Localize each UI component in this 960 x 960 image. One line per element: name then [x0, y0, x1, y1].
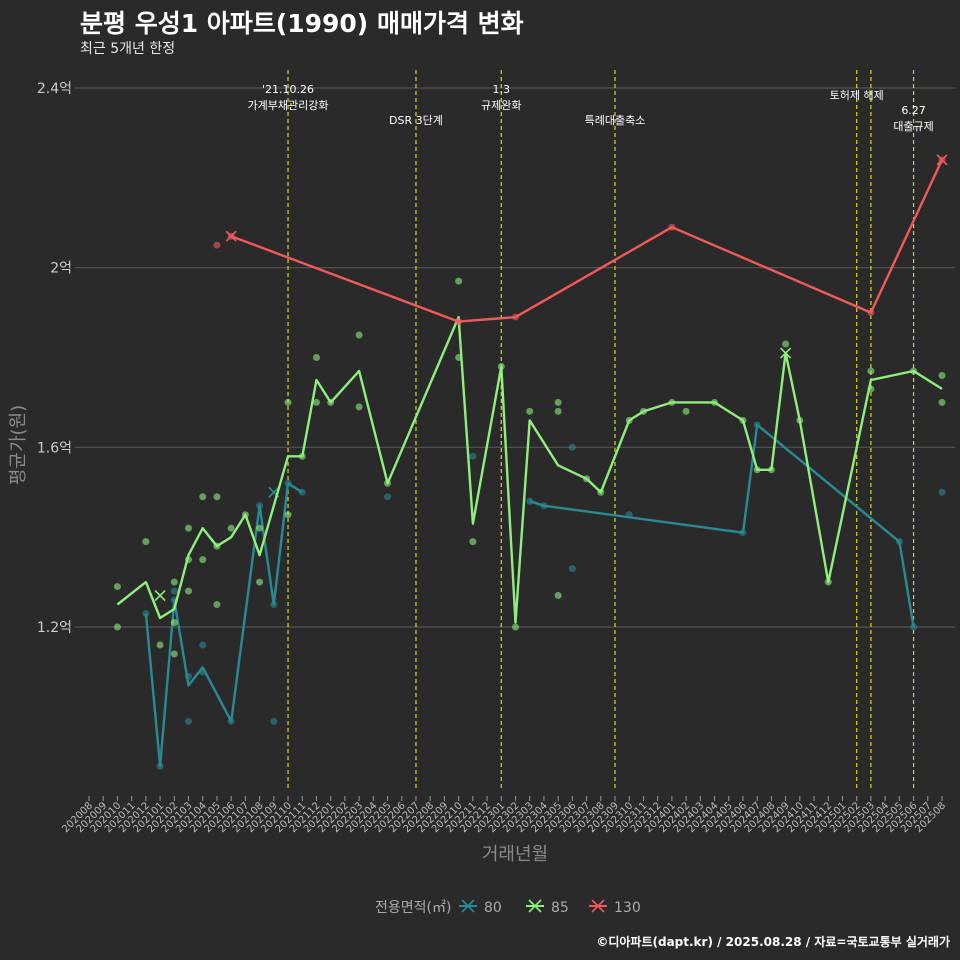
data-point-80: [199, 641, 207, 649]
chart-title: 분평 우성1 아파트(1990) 매매가격 변화: [80, 9, 524, 38]
legend-label: 80: [484, 900, 502, 916]
data-point-85: [199, 556, 207, 564]
data-point-130: [213, 241, 221, 249]
event-label: 6.27: [901, 104, 926, 117]
data-point-80: [185, 717, 193, 725]
data-point-85: [355, 403, 363, 411]
data-point-80: [384, 493, 392, 501]
data-point-85: [284, 398, 292, 406]
data-point-80: [938, 488, 946, 496]
data-point-85: [156, 641, 164, 649]
series-line-80: [144, 482, 303, 768]
data-point-85: [312, 354, 320, 361]
data-point-85: [355, 331, 363, 339]
y-tick-label: 2.4억: [37, 81, 72, 97]
data-point-85: [170, 619, 178, 627]
legend: 전용면적(㎡) 80 85 130: [375, 899, 641, 916]
data-point-80: [170, 587, 178, 595]
data-point-85: [170, 650, 178, 658]
data-point-80: [469, 452, 477, 460]
series-line-85: [116, 315, 943, 624]
data-point-85: [227, 524, 235, 532]
x-axis-title: 거래년월: [482, 844, 548, 865]
series-line-80: [529, 423, 915, 628]
data-point-85: [113, 583, 121, 591]
legend-label: 85: [551, 900, 569, 916]
data-point-85: [469, 538, 477, 546]
event-label: 규제완화: [481, 99, 521, 112]
data-point-85: [526, 407, 534, 415]
data-point-85: [185, 587, 193, 595]
data-point-85: [512, 623, 519, 631]
data-point-85: [199, 493, 207, 501]
event-label: DSR 3단계: [389, 114, 443, 127]
chart-subtitle: 최근 5개년 한정: [80, 41, 176, 57]
data-point-85: [455, 277, 463, 285]
data-point-85: [284, 511, 292, 519]
series-marker-85: [154, 589, 166, 602]
legend-swatch-marker: [591, 899, 605, 913]
data-point-85: [256, 578, 264, 586]
y-axis-title: 평균가(원): [8, 405, 29, 485]
series-marker-130: [936, 154, 948, 166]
series-line-130: [230, 159, 944, 323]
y-tick-label: 2억: [50, 261, 72, 277]
series-marker-130: [225, 230, 237, 242]
data-point-85: [938, 398, 946, 406]
data-point-85: [213, 601, 221, 609]
series-layer: [113, 154, 948, 770]
data-point-85: [554, 592, 562, 600]
data-point-85: [256, 524, 264, 532]
data-point-80: [568, 443, 576, 451]
data-point-85: [170, 578, 178, 586]
data-point-80: [270, 717, 278, 725]
data-point-85: [782, 340, 790, 348]
event-label: 가계부채관리강화: [248, 99, 329, 112]
event-label: 특례대출축소: [585, 114, 646, 127]
series-marker-85: [780, 347, 792, 359]
data-point-85: [554, 407, 562, 415]
data-point-85: [185, 524, 193, 532]
event-label: '21.10.26: [262, 83, 314, 96]
axis-layer: 거래년월 평균가(원) 1.2억1.6억2억2.4억20200820200920…: [8, 81, 948, 865]
legend-swatch-marker: [528, 899, 542, 913]
data-point-85: [867, 367, 875, 375]
y-tick-label: 1.2억: [37, 620, 72, 636]
credit-line: ©디아파트(dapt.kr) / 2025.08.28 / 자료=국토교통부 실…: [596, 935, 950, 949]
data-point-85: [113, 623, 121, 631]
event-label: 1.3: [493, 83, 511, 96]
event-label: 토허제 해제: [830, 88, 884, 102]
legend-title: 전용면적(㎡): [375, 900, 451, 916]
data-point-85: [142, 538, 150, 546]
event-label: 대출규제: [893, 120, 933, 133]
data-point-85: [682, 407, 690, 415]
data-point-85: [213, 493, 221, 501]
data-point-80: [568, 565, 576, 573]
legend-label: 130: [614, 900, 641, 916]
y-tick-label: 1.6억: [37, 440, 72, 456]
data-point-85: [554, 398, 562, 406]
data-point-85: [938, 371, 946, 379]
data-point-85: [312, 398, 320, 406]
legend-swatch-marker: [461, 899, 475, 913]
